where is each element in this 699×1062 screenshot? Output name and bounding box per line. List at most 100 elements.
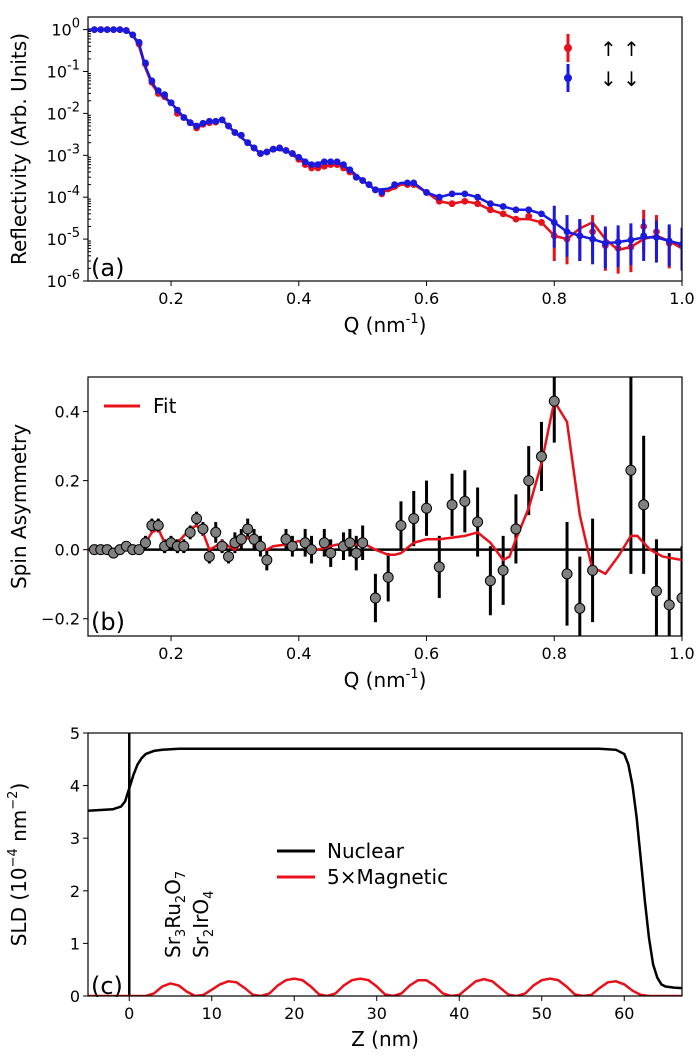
layer-label-sub: 2: [174, 895, 189, 903]
data-point: [512, 206, 520, 214]
x-tick-label: 1.0: [669, 644, 694, 663]
data-point: [563, 228, 571, 236]
y-tick-label: −0.2: [41, 610, 80, 629]
data-point: [250, 144, 258, 152]
data-point: [178, 540, 190, 552]
data-point: [97, 26, 105, 34]
layer-label-sub: 2: [202, 929, 217, 937]
data-point: [653, 233, 660, 241]
data-point: [561, 568, 573, 580]
data-point: [510, 523, 522, 535]
x-tick-label: 0: [124, 1004, 134, 1023]
x-axis-label-sup: -1: [406, 312, 419, 327]
y-tick-base: 10: [47, 188, 67, 207]
panel-label: (a): [91, 254, 124, 282]
data-point: [257, 150, 264, 157]
layer-label-sub: 7: [174, 871, 189, 879]
data-point: [318, 537, 330, 549]
y-tick-exp: -1: [67, 59, 80, 74]
data-point: [676, 592, 682, 604]
data-point: [395, 519, 407, 531]
data-point: [235, 533, 247, 545]
y-tick-label: 4: [70, 777, 80, 796]
layer-label-sr2iro4: Sr2IrO4: [189, 891, 217, 958]
x-tick-label: 10: [202, 1004, 222, 1023]
sld-line-nuclear: [88, 747, 682, 990]
data-point: [486, 206, 494, 214]
y-tick-base: 10: [47, 272, 67, 291]
data-point: [218, 116, 226, 124]
data-point: [665, 237, 673, 245]
sld-line-magnetic: [88, 977, 682, 996]
x-axis-label-sup: -1: [406, 667, 419, 682]
layer-label-part: O: [161, 879, 185, 895]
data-point: [142, 59, 149, 67]
x-tick-label: 0.2: [158, 289, 183, 308]
y-tick-exp: -4: [67, 184, 80, 199]
data-point: [225, 122, 232, 130]
data-point: [254, 540, 266, 552]
data-point: [174, 106, 181, 114]
data-point: [223, 551, 235, 563]
panel-b-data: [88, 377, 682, 636]
data-point: [135, 38, 143, 46]
y-tick-label: 1: [70, 934, 80, 953]
data-point: [116, 26, 124, 34]
data-point: [295, 153, 303, 161]
data-point: [408, 513, 420, 525]
data-point: [365, 181, 373, 188]
layer-label-sub: 4: [202, 891, 217, 899]
y-tick-label: 10-5: [47, 226, 80, 249]
x-axis-label-end: ): [419, 313, 427, 337]
panel-a-frame: [87, 16, 683, 282]
x-axis-label: Q (nm-1): [344, 312, 427, 337]
y-tick-label: 3: [70, 829, 80, 848]
data-point: [133, 544, 145, 556]
layer-label-part: Sr: [161, 936, 185, 958]
data-point: [403, 179, 411, 187]
data-point: [282, 147, 290, 154]
panel-label: (b): [91, 608, 125, 636]
panel-c-data: [88, 733, 682, 996]
y-tick-label: 0: [70, 987, 80, 1006]
data-point: [180, 114, 188, 121]
data-point: [461, 197, 469, 205]
panel-c-frame: [87, 732, 683, 997]
legend-label: ↑ ↑: [600, 37, 640, 61]
data-point: [186, 119, 194, 127]
x-axis-label-main: Q (nm: [344, 668, 406, 692]
data-point: [327, 158, 335, 166]
data-point: [446, 499, 458, 511]
data-point: [350, 547, 362, 559]
panel-a-data: [88, 26, 682, 274]
x-tick-label: 30: [367, 1004, 387, 1023]
reflectivity-fit-line: [88, 28, 682, 246]
data-point: [308, 161, 315, 169]
data-point: [237, 131, 245, 139]
data-point: [269, 145, 277, 153]
x-axis-label: Q (nm-1): [344, 667, 427, 692]
data-point: [472, 516, 484, 528]
y-tick-label: 0.4: [55, 403, 80, 422]
data-point: [497, 564, 509, 576]
data-point: [461, 190, 469, 198]
data-point: [448, 200, 456, 208]
x-tick-label: 50: [532, 1004, 552, 1023]
x-tick-label: 0.2: [158, 644, 183, 663]
y-tick-label: 10-4: [47, 184, 80, 207]
y-tick-label: 10-6: [47, 268, 80, 291]
data-point: [244, 139, 252, 147]
data-point: [357, 537, 369, 549]
data-point: [576, 232, 584, 240]
y-tick-label: 10-3: [47, 142, 80, 165]
data-point: [212, 117, 220, 125]
data-point: [333, 158, 341, 166]
y-axis-label: SLD (10−4 nm−2): [6, 783, 31, 947]
data-point: [614, 238, 622, 246]
legend-label: Nuclear: [327, 839, 405, 863]
data-point: [103, 26, 111, 34]
data-point: [421, 502, 433, 514]
y-axis-label: Spin Asymmetry: [7, 424, 31, 589]
data-point: [587, 564, 599, 576]
